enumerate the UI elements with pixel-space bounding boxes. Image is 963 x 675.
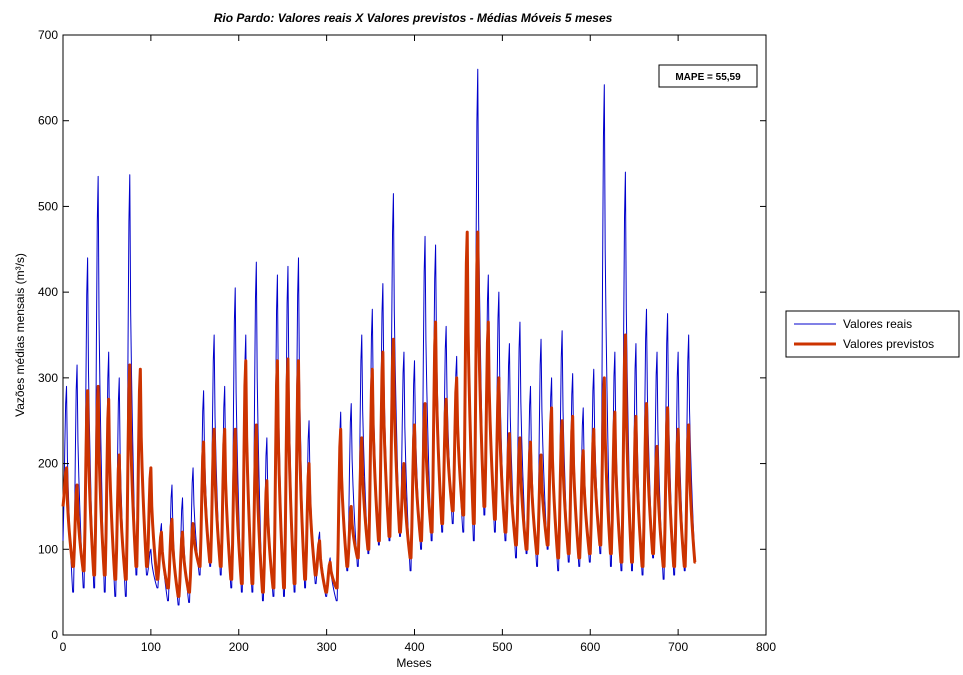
y-tick-label: 100 (38, 542, 58, 556)
series-line-valores-reais (62, 68, 696, 606)
series-layer (61, 68, 697, 606)
plot-area: 0 100 200 300 400 500 600 700 800 0 100 200 300 400 50… (38, 28, 776, 654)
x-tick-label: 400 (404, 640, 424, 654)
y-tick-label: 600 (38, 114, 58, 128)
plot-frame (62, 34, 767, 636)
chart-title: Rio Pardo: Valores reais X Valores previ… (214, 11, 613, 25)
x-tick-label: 0 (60, 640, 67, 654)
legend-label-reais: Valores reais (843, 317, 912, 331)
series-line-valores-previstos (61, 230, 697, 598)
legend-label-previstos: Valores previstos (843, 337, 934, 351)
legend: Valores reais Valores previstos (785, 310, 960, 358)
legend-box (785, 310, 960, 358)
y-tick-label: 500 (38, 199, 58, 213)
ticks-layer: 0 100 200 300 400 500 600 700 800 0 100 200 300 400 50… (38, 28, 776, 654)
y-tick-label: 400 (38, 285, 58, 299)
y-tick-label: 0 (51, 628, 58, 642)
y-tick-label: 700 (38, 28, 58, 42)
x-tick-label: 200 (229, 640, 249, 654)
mape-annotation: MAPE = 55,59 (658, 64, 758, 88)
x-tick-label: 500 (492, 640, 512, 654)
mape-text: MAPE = 55,59 (675, 72, 741, 83)
x-tick-label: 800 (756, 640, 776, 654)
y-tick-label: 300 (38, 371, 58, 385)
x-axis-label: Meses (396, 656, 431, 670)
x-tick-label: 300 (317, 640, 337, 654)
y-tick-label: 200 (38, 457, 58, 471)
y-axis-label: Vazões médias mensais (m³/s) (13, 253, 27, 417)
x-tick-label: 100 (141, 640, 161, 654)
mape-box (658, 64, 758, 88)
x-tick-label: 700 (668, 640, 688, 654)
x-tick-label: 600 (580, 640, 600, 654)
